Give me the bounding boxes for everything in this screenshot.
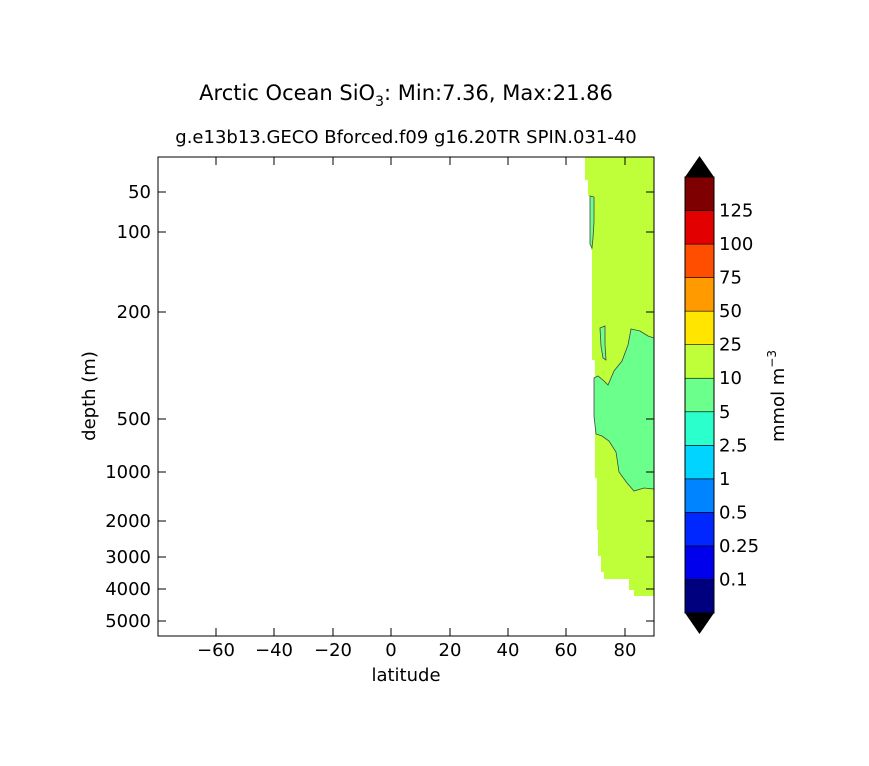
plot-frame	[157, 156, 655, 637]
contour-region-5-10-pocket	[599, 325, 607, 361]
colorbar-extend-top	[685, 156, 714, 177]
colorbar-tick-label: 0.5	[719, 502, 748, 523]
colorbar-segment	[684, 243, 715, 278]
x-tick-labels: −60 −40 −20 0 20 40 60 80	[197, 640, 636, 661]
y-tick-label: 4000	[105, 579, 151, 600]
plot-background	[158, 157, 654, 636]
x-tick-label: −60	[197, 640, 235, 661]
colorbar-tick-label: 10	[719, 368, 742, 389]
y-axis	[158, 191, 654, 622]
colorbar-tick-label: 50	[719, 301, 742, 322]
chart-title: Arctic Ocean SiO3: Min:7.36, Max:21.86	[199, 81, 613, 110]
contour-region-5-10-shallow	[589, 195, 595, 250]
colorbar-tick-label: 2.5	[719, 435, 748, 456]
x-axis-label: latitude	[371, 665, 440, 686]
x-tick-label: 0	[385, 640, 396, 661]
x-tick-label: 80	[614, 640, 637, 661]
colorbar-segment	[684, 411, 715, 446]
y-tick-label: 2000	[105, 511, 151, 532]
colorbar-segments	[684, 176, 715, 614]
colorbar-segment	[684, 277, 715, 312]
colorbar-segment	[684, 176, 715, 211]
colorbar-segment	[684, 445, 715, 480]
y-tick-label: 200	[117, 302, 151, 323]
colorbar-segment	[684, 210, 715, 245]
x-tick-label: −40	[255, 640, 293, 661]
colorbar-tick-label: 25	[719, 335, 742, 356]
colorbar-tick-label: 0.1	[719, 569, 748, 590]
colorbar-label-exponent: −3	[765, 350, 779, 368]
colorbar-segment	[684, 310, 715, 345]
colorbar-segment	[684, 478, 715, 513]
plot-area: −60 −40 −20 0 20 40 60 80 latitude	[79, 156, 655, 686]
colorbar-segment	[684, 545, 715, 580]
y-tick-label: 50	[128, 182, 151, 203]
y-tick-labels: 50 100 200 500 1000 2000 3000 4000 5000	[105, 182, 151, 632]
y-tick-label: 3000	[105, 547, 151, 568]
x-tick-label: 40	[497, 640, 520, 661]
x-tick-label: 20	[439, 640, 462, 661]
colorbar-tick-label: 0.25	[719, 536, 759, 557]
colorbar-tick-label: 125	[719, 201, 753, 222]
colorbar-extend-bottom	[685, 613, 714, 634]
x-axis	[215, 157, 626, 636]
y-tick-label: 500	[117, 409, 151, 430]
x-tick-label: 60	[555, 640, 578, 661]
colorbar-label: mmol m−3	[765, 350, 789, 442]
colorbar-frame	[684, 176, 715, 614]
colorbar-tick-label: 1	[719, 469, 730, 490]
title-subscript: 3	[375, 94, 384, 110]
y-axis-label: depth (m)	[79, 351, 100, 441]
chart-subtitle: g.e13b13.GECO Bforced.f09 g16.20TR SPIN.…	[175, 127, 636, 148]
colorbar-segment	[684, 377, 715, 413]
x-tick-label: −20	[314, 640, 352, 661]
y-tick-label: 100	[117, 222, 151, 243]
colorbar-tick-label: 100	[719, 234, 753, 255]
y-tick-label: 1000	[105, 462, 151, 483]
colorbar: 0.1 0.25 0.5 1 2.5 5 10 25 50 75 100 125 mmol m−3	[684, 156, 789, 634]
colorbar-tick-label: 5	[719, 402, 730, 423]
colorbar-segment	[684, 579, 715, 614]
colorbar-tick-labels: 0.1 0.25 0.5 1 2.5 5 10 25 50 75 100 125	[719, 201, 759, 591]
y-tick-label: 5000	[105, 611, 151, 632]
colorbar-segment	[684, 344, 715, 379]
colorbar-segment	[684, 512, 715, 547]
colorbar-tick-label: 75	[719, 268, 742, 289]
